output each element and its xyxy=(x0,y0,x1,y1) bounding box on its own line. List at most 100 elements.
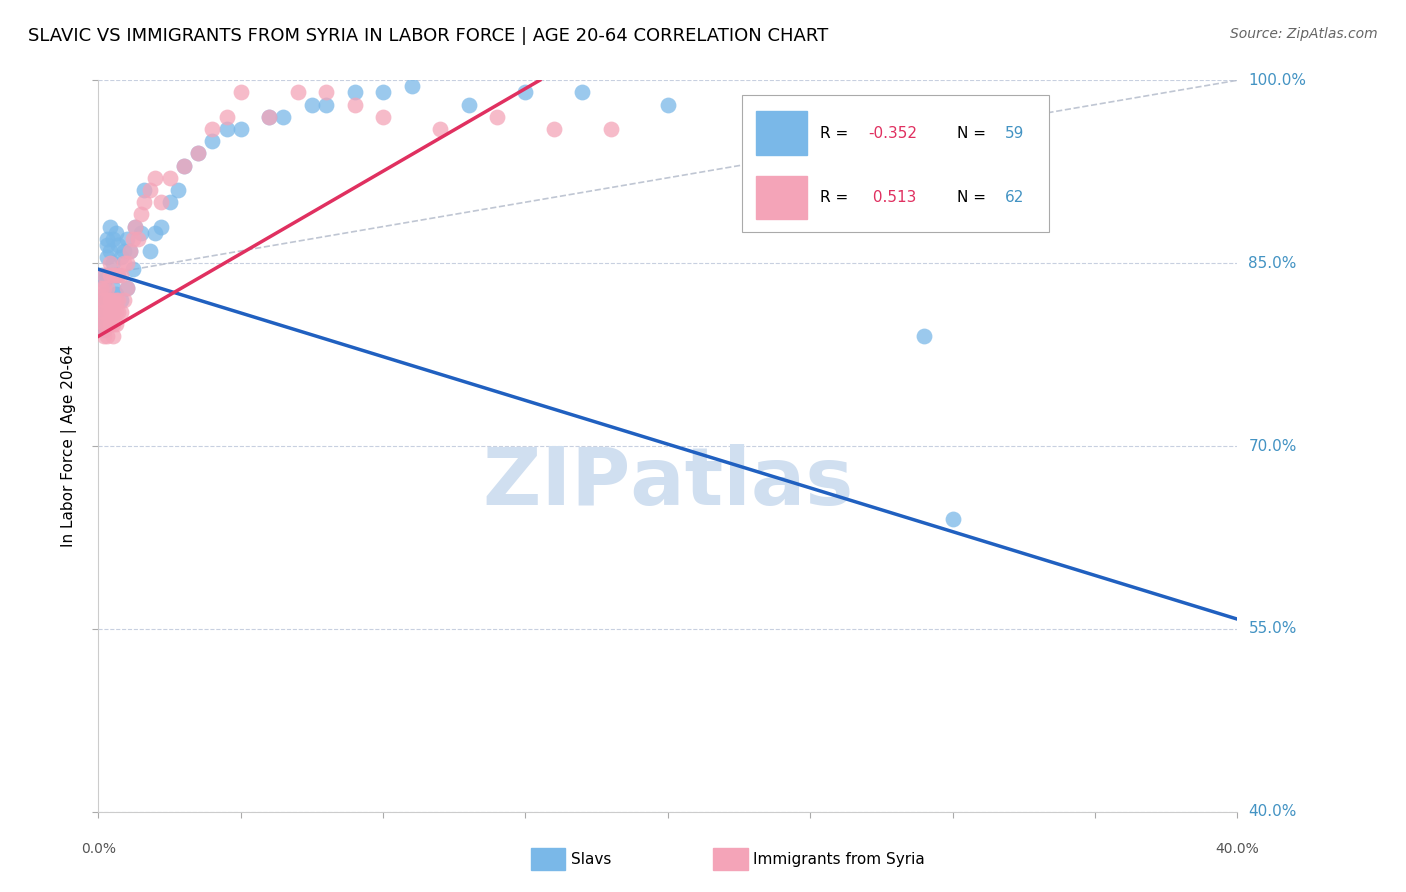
Point xyxy=(515,86,537,100)
Point xyxy=(343,97,366,112)
Point xyxy=(101,280,124,294)
Point xyxy=(93,305,115,319)
Point xyxy=(96,232,118,246)
Point xyxy=(101,232,124,246)
Point xyxy=(229,122,252,136)
Point xyxy=(96,268,118,283)
Point xyxy=(912,329,935,343)
Point xyxy=(101,256,124,270)
Point xyxy=(90,268,112,283)
Point xyxy=(215,122,238,136)
FancyBboxPatch shape xyxy=(531,848,565,871)
Text: Source: ZipAtlas.com: Source: ZipAtlas.com xyxy=(1230,27,1378,41)
Point xyxy=(101,305,124,319)
Point xyxy=(127,232,149,246)
Point xyxy=(112,293,135,307)
Point xyxy=(121,232,143,246)
Point xyxy=(93,323,115,337)
Point xyxy=(104,226,127,240)
Text: R =: R = xyxy=(821,190,853,205)
Point xyxy=(93,317,115,331)
Point xyxy=(104,268,127,283)
Point xyxy=(96,238,118,252)
Text: N =: N = xyxy=(957,126,991,141)
Text: N =: N = xyxy=(957,190,991,205)
Y-axis label: In Labor Force | Age 20-64: In Labor Force | Age 20-64 xyxy=(60,345,77,547)
Text: 70.0%: 70.0% xyxy=(1249,439,1296,453)
Point xyxy=(657,97,679,112)
Point xyxy=(90,317,112,331)
Point xyxy=(167,183,190,197)
Point xyxy=(110,250,132,264)
Point xyxy=(115,256,138,270)
Point xyxy=(215,110,238,124)
Point xyxy=(90,317,112,331)
Point xyxy=(101,268,124,283)
Point xyxy=(600,122,623,136)
Point xyxy=(118,244,141,258)
Point xyxy=(112,256,135,270)
Point xyxy=(98,305,121,319)
Text: R =: R = xyxy=(821,126,853,141)
Point xyxy=(159,170,181,185)
Point xyxy=(132,195,155,210)
Text: 59: 59 xyxy=(1005,126,1025,141)
Point xyxy=(138,244,160,258)
FancyBboxPatch shape xyxy=(742,95,1049,232)
Point xyxy=(93,305,115,319)
Point xyxy=(104,305,127,319)
Point xyxy=(96,250,118,264)
Point xyxy=(118,244,141,258)
Point xyxy=(96,305,118,319)
Point xyxy=(93,275,115,289)
Text: Immigrants from Syria: Immigrants from Syria xyxy=(754,852,925,867)
Point xyxy=(98,293,121,307)
Point xyxy=(173,159,195,173)
Point xyxy=(107,268,129,283)
Point xyxy=(201,134,224,148)
Point xyxy=(98,219,121,234)
Text: 0.513: 0.513 xyxy=(869,190,917,205)
Point xyxy=(259,110,281,124)
Point xyxy=(129,226,152,240)
Point xyxy=(96,293,118,307)
Point xyxy=(150,219,173,234)
Point xyxy=(301,97,323,112)
Point xyxy=(98,305,121,319)
Point xyxy=(112,244,135,258)
Point xyxy=(98,293,121,307)
Point xyxy=(96,280,118,294)
Point xyxy=(96,293,118,307)
Point xyxy=(315,86,337,100)
Point xyxy=(90,280,112,294)
Point xyxy=(273,110,295,124)
Point xyxy=(98,256,121,270)
Point xyxy=(101,293,124,307)
Point xyxy=(101,317,124,331)
Text: 62: 62 xyxy=(1005,190,1025,205)
FancyBboxPatch shape xyxy=(755,176,807,219)
FancyBboxPatch shape xyxy=(713,848,748,871)
Point xyxy=(486,110,509,124)
Point xyxy=(101,305,124,319)
Point xyxy=(93,293,115,307)
Point xyxy=(145,226,167,240)
Text: -0.352: -0.352 xyxy=(869,126,917,141)
Point xyxy=(401,79,423,94)
Point xyxy=(287,86,309,100)
Text: 0.0%: 0.0% xyxy=(82,842,115,856)
Point xyxy=(98,244,121,258)
Point xyxy=(429,122,451,136)
Point xyxy=(104,268,127,283)
Point xyxy=(93,329,115,343)
FancyBboxPatch shape xyxy=(755,112,807,155)
Point xyxy=(159,195,181,210)
Text: ZIP​atlas: ZIP​atlas xyxy=(482,443,853,522)
Point xyxy=(115,232,138,246)
Point xyxy=(90,293,112,307)
Text: SLAVIC VS IMMIGRANTS FROM SYRIA IN LABOR FORCE | AGE 20-64 CORRELATION CHART: SLAVIC VS IMMIGRANTS FROM SYRIA IN LABOR… xyxy=(28,27,828,45)
Point xyxy=(90,305,112,319)
Point xyxy=(543,122,565,136)
Point xyxy=(110,305,132,319)
Point xyxy=(107,238,129,252)
